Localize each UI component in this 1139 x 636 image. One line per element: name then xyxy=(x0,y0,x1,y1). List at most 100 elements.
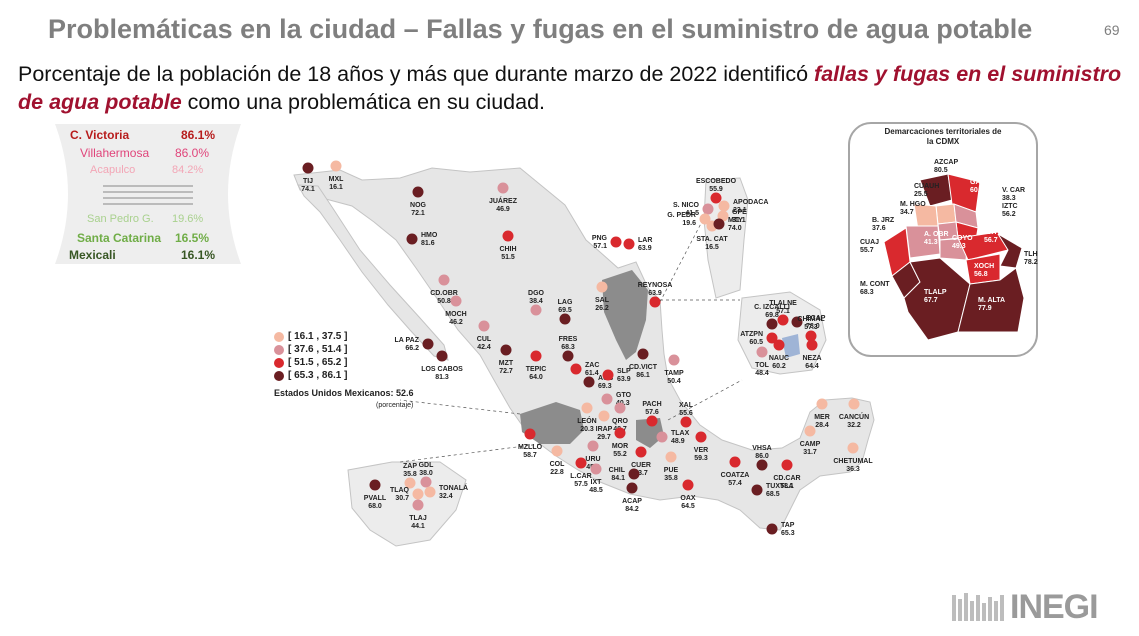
city-name-label: ZAC xyxy=(585,362,599,369)
city-name-label: VHSA xyxy=(752,445,771,452)
city-name-label: SAL xyxy=(595,297,610,304)
city-dot xyxy=(590,463,602,475)
city-dot xyxy=(420,476,432,488)
city-dot xyxy=(699,213,711,225)
connector-line xyxy=(667,379,743,421)
city-dot xyxy=(530,304,542,316)
city-dot xyxy=(330,160,342,172)
city-value-label: 84.1 xyxy=(611,475,625,482)
city-value-label: 31.1 xyxy=(732,217,746,224)
ranking-box: C. Victoria 86.1% Villahermosa 86.0% Aca… xyxy=(55,124,241,264)
city-dot xyxy=(412,499,424,511)
city-name-label: SLP xyxy=(617,368,631,375)
city-dot xyxy=(551,445,563,457)
district-value-label: 56.7 xyxy=(984,237,998,244)
ranking-bottom-1-value: 19.6% xyxy=(172,213,204,225)
city-name-label: XAL xyxy=(679,402,694,409)
district-name-label: CUAJ xyxy=(860,239,879,246)
district-value-label: 34.7 xyxy=(900,209,914,216)
city-value-label: 68.5 xyxy=(766,491,780,498)
city-name-label: OAX xyxy=(680,495,696,502)
city-dot xyxy=(369,479,381,491)
city-dot xyxy=(665,451,677,463)
city-name-label: CHETUMAL xyxy=(833,458,873,465)
district-value-label: 49.3 xyxy=(952,243,966,250)
city-value-label: 50.4 xyxy=(667,378,681,385)
city-name-label: CD.OBR xyxy=(430,290,458,297)
city-value-label: 78.0 xyxy=(806,323,820,330)
cdmx-title-line2: la CDMX xyxy=(927,137,960,146)
city-value-label: 59.3 xyxy=(694,455,708,462)
city-value-label: 58.1 xyxy=(780,483,794,490)
city-name-label: MOR xyxy=(612,443,628,450)
district-value-label: 80.5 xyxy=(934,167,948,174)
city-name-label: TUXTLA xyxy=(766,483,794,490)
city-name-label: JUÁREZ xyxy=(489,196,518,205)
city-dot xyxy=(751,484,763,496)
inegi-logo-text: INEGI xyxy=(1010,588,1099,626)
district-value-label: 77.9 xyxy=(978,305,992,312)
city-name-label: CHIMAL xyxy=(797,316,825,323)
city-name-label: GTO xyxy=(616,392,632,399)
city-dot xyxy=(781,459,793,471)
city-dot xyxy=(729,456,741,468)
city-dot xyxy=(524,428,536,440)
city-value-label: 48.4 xyxy=(755,370,769,377)
city-dot xyxy=(583,376,595,388)
city-name-label: ECAP xyxy=(806,315,826,322)
district-name-label: TLALP xyxy=(924,289,947,296)
city-dot xyxy=(816,398,828,410)
city-value-label: 55.9 xyxy=(709,186,723,193)
city-dot xyxy=(438,274,450,286)
legend-item: [ 37.6 , 51.4 ] xyxy=(274,343,347,356)
district-name-label: V. CAR xyxy=(1002,187,1025,194)
city-dot xyxy=(602,369,614,381)
city-dot xyxy=(766,523,778,535)
city-dot xyxy=(562,350,574,362)
district-name-label: GAM xyxy=(970,179,987,186)
cdmx-districts xyxy=(883,173,1025,341)
city-name-label: VER xyxy=(694,447,708,454)
city-name-label: S. NICO xyxy=(673,202,700,209)
city-name-label: TOL xyxy=(755,362,770,369)
city-name-label: TLAJ xyxy=(409,515,427,522)
city-dot xyxy=(575,457,587,469)
district-tlhc xyxy=(997,233,1023,269)
city-value-label: 68.0 xyxy=(368,503,382,510)
city-name-label: TLALNE xyxy=(769,300,797,307)
city-dot xyxy=(587,440,599,452)
city-dot xyxy=(601,393,613,405)
city-value-label: 20.3 xyxy=(580,426,594,433)
page-number: 69 xyxy=(1104,22,1120,38)
city-name-label: ACAP xyxy=(622,498,642,505)
city-name-label: LAR xyxy=(638,237,652,244)
